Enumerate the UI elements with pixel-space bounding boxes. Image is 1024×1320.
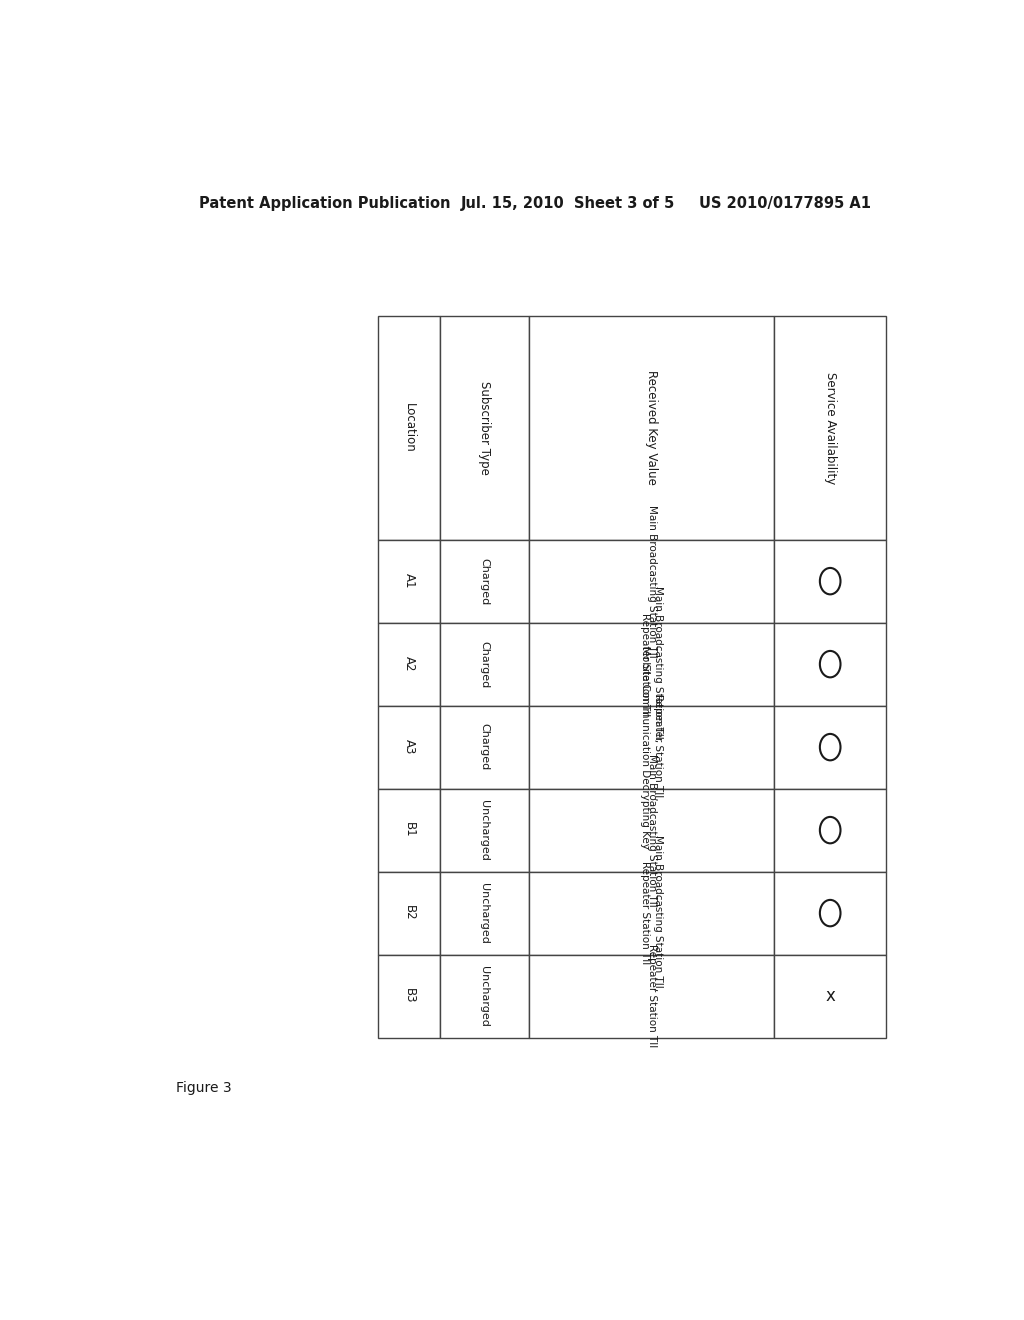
Text: B2: B2 bbox=[402, 906, 416, 921]
Text: Main Broadcasting Station TII: Main Broadcasting Station TII bbox=[646, 504, 656, 657]
Text: Jul. 15, 2010  Sheet 3 of 5: Jul. 15, 2010 Sheet 3 of 5 bbox=[461, 195, 676, 211]
Bar bbox=[528, 871, 774, 954]
Text: Repeater Station TII: Repeater Station TII bbox=[646, 945, 656, 1048]
Bar bbox=[528, 788, 774, 871]
Bar bbox=[774, 315, 886, 540]
Text: A3: A3 bbox=[402, 739, 416, 755]
Bar bbox=[378, 871, 440, 954]
Bar bbox=[528, 706, 774, 788]
Bar bbox=[774, 788, 886, 871]
Text: Location: Location bbox=[402, 403, 416, 453]
Text: Charged: Charged bbox=[479, 723, 489, 771]
Bar bbox=[378, 954, 440, 1038]
Text: Subscriber Type: Subscriber Type bbox=[478, 381, 490, 475]
Bar bbox=[528, 540, 774, 623]
Text: Charged: Charged bbox=[479, 640, 489, 688]
Text: Main Broadcasting Station TII,
Repeater Station TII: Main Broadcasting Station TII, Repeater … bbox=[640, 586, 663, 742]
Text: Repeater Station TII,
Mobile Communication Decrypting Key: Repeater Station TII, Mobile Communicati… bbox=[640, 645, 663, 849]
Text: B1: B1 bbox=[402, 822, 416, 838]
Bar bbox=[440, 954, 528, 1038]
Bar bbox=[774, 871, 886, 954]
Text: Figure 3: Figure 3 bbox=[176, 1081, 231, 1096]
Bar bbox=[528, 623, 774, 706]
Text: Charged: Charged bbox=[479, 557, 489, 605]
Bar bbox=[378, 623, 440, 706]
Bar bbox=[378, 788, 440, 871]
Text: x: x bbox=[825, 987, 836, 1005]
Bar bbox=[440, 871, 528, 954]
Bar bbox=[774, 623, 886, 706]
Bar bbox=[774, 954, 886, 1038]
Text: US 2010/0177895 A1: US 2010/0177895 A1 bbox=[699, 195, 871, 211]
Text: A1: A1 bbox=[402, 573, 416, 589]
Text: Received Key Value: Received Key Value bbox=[645, 371, 658, 486]
Bar bbox=[378, 706, 440, 788]
Text: B3: B3 bbox=[402, 989, 416, 1003]
Text: Uncharged: Uncharged bbox=[479, 966, 489, 1027]
Bar bbox=[440, 706, 528, 788]
Bar bbox=[378, 315, 440, 540]
Bar bbox=[774, 706, 886, 788]
Text: Uncharged: Uncharged bbox=[479, 883, 489, 944]
Bar bbox=[528, 315, 774, 540]
Text: Uncharged: Uncharged bbox=[479, 800, 489, 861]
Bar bbox=[774, 540, 886, 623]
Text: A2: A2 bbox=[402, 656, 416, 672]
Text: Patent Application Publication: Patent Application Publication bbox=[200, 195, 451, 211]
Text: Main Broadcasting Station TII,
Repeater Station TII: Main Broadcasting Station TII, Repeater … bbox=[640, 836, 663, 991]
Text: Service Availability: Service Availability bbox=[823, 372, 837, 484]
Bar bbox=[528, 954, 774, 1038]
Bar bbox=[440, 315, 528, 540]
Text: Main Broadcasting Station TII: Main Broadcasting Station TII bbox=[646, 754, 656, 907]
Bar bbox=[378, 540, 440, 623]
Bar bbox=[440, 788, 528, 871]
Bar bbox=[440, 540, 528, 623]
Bar bbox=[440, 623, 528, 706]
